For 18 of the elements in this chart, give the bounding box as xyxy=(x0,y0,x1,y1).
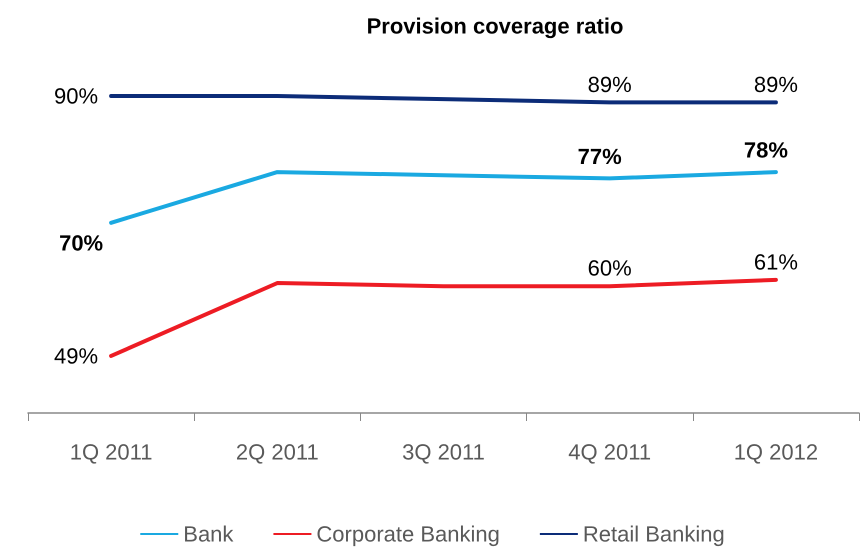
data-label: 77% xyxy=(578,144,622,169)
data-label: 70% xyxy=(59,230,104,256)
legend-label: Bank xyxy=(183,522,234,546)
data-label: 78% xyxy=(744,138,788,163)
legend-label: Corporate Banking xyxy=(316,522,500,546)
data-label: 89% xyxy=(754,72,798,97)
x-tick-label: 1Q 2012 xyxy=(734,440,818,464)
data-label: 89% xyxy=(588,72,632,97)
x-tick-label: 4Q 2011 xyxy=(568,440,652,464)
legend-label: Retail Banking xyxy=(582,522,725,546)
data-label: 49% xyxy=(54,343,98,368)
x-tick-label: 1Q 2011 xyxy=(70,440,152,464)
chart-title: Provision coverage ratio xyxy=(366,14,624,38)
data-label: 61% xyxy=(754,249,798,274)
data-label: 90% xyxy=(54,84,98,108)
x-tick-label: 2Q 2011 xyxy=(236,440,319,464)
x-tick-label: 3Q 2011 xyxy=(402,440,485,464)
data-label: 60% xyxy=(588,256,632,281)
